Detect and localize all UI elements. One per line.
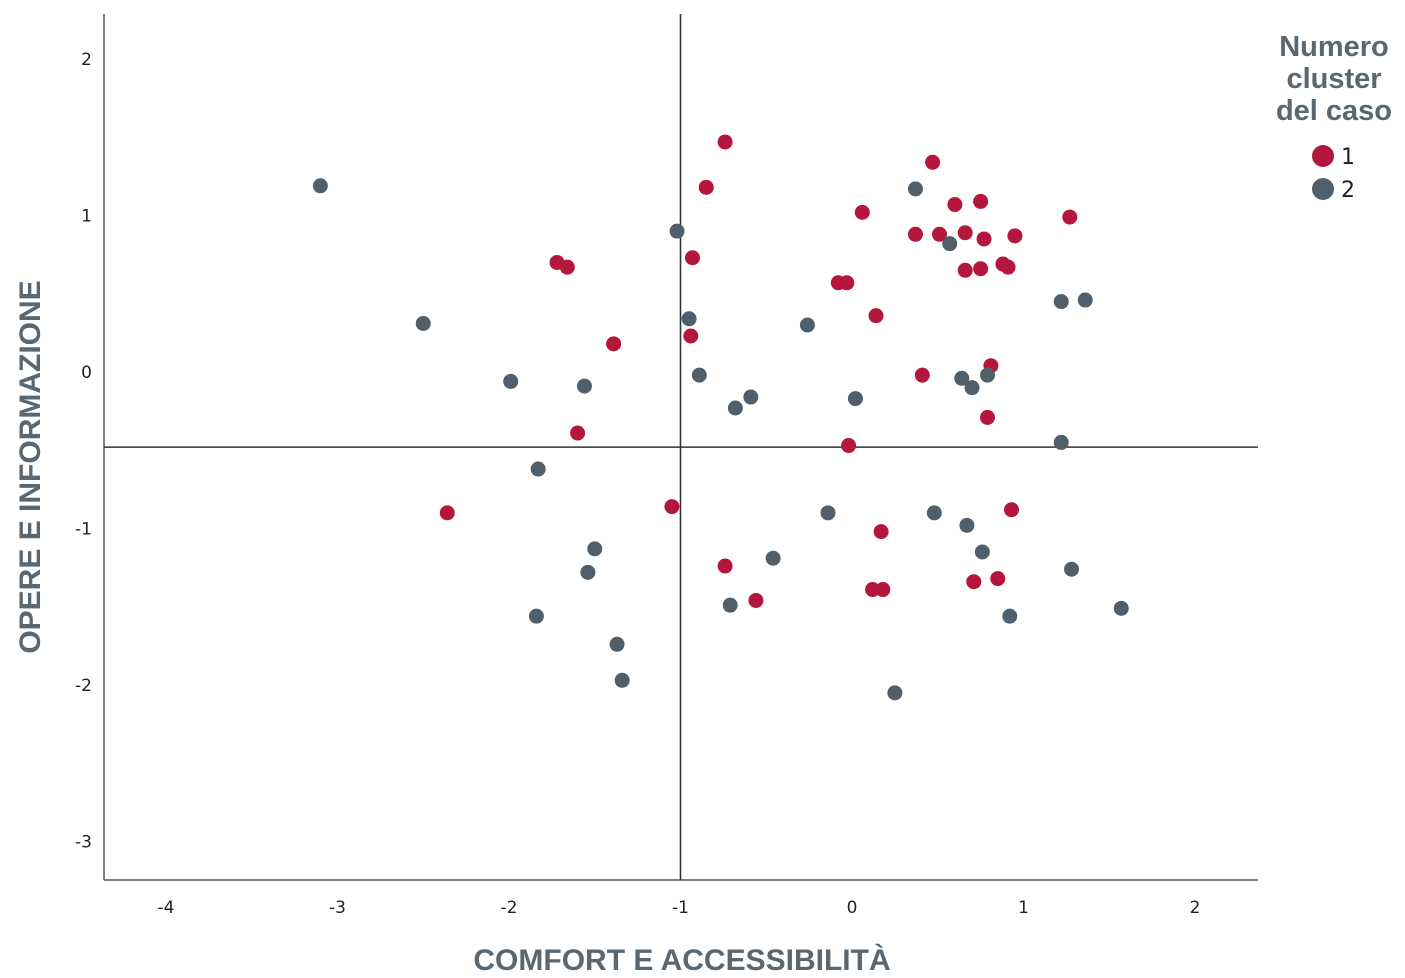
data-point-cluster-1 xyxy=(973,261,989,277)
data-point-cluster-2 xyxy=(887,685,903,701)
y-tick-label: -2 xyxy=(75,676,92,696)
y-tick-label: -1 xyxy=(75,520,92,540)
data-point-cluster-2 xyxy=(942,236,958,252)
data-point-cluster-2 xyxy=(609,636,625,652)
data-point-cluster-1 xyxy=(559,259,575,275)
data-point-cluster-1 xyxy=(957,262,973,278)
data-point-cluster-2 xyxy=(964,380,980,396)
legend-swatch-cluster-1 xyxy=(1312,145,1334,167)
data-point-cluster-1 xyxy=(854,204,870,220)
x-axis-title: COMFORT E ACCESSIBILITÀ xyxy=(473,943,890,977)
x-tick-label: 1 xyxy=(1018,898,1029,918)
data-point-cluster-2 xyxy=(530,461,546,477)
data-point-cluster-1 xyxy=(925,154,941,170)
y-tick-label: 2 xyxy=(81,50,92,70)
legend-label-cluster-1: 1 xyxy=(1341,145,1355,170)
data-point-cluster-2 xyxy=(576,378,592,394)
x-tick-label: -3 xyxy=(329,898,346,918)
data-point-cluster-1 xyxy=(841,438,857,454)
data-point-cluster-2 xyxy=(528,608,544,624)
axis-ticks: -4 -3 -2 -1 0 1 2 -3 -2 -1 0 1 2 xyxy=(75,50,1200,918)
data-point-cluster-2 xyxy=(587,541,603,557)
x-tick-label: 2 xyxy=(1190,898,1201,918)
data-point-cluster-1 xyxy=(717,558,733,574)
data-point-cluster-1 xyxy=(570,425,586,441)
data-point-cluster-1 xyxy=(606,336,622,352)
data-point-cluster-1 xyxy=(990,571,1006,587)
data-point-cluster-1 xyxy=(966,574,982,590)
data-point-cluster-2 xyxy=(974,544,990,560)
data-point-cluster-2 xyxy=(1113,600,1129,616)
data-point-cluster-2 xyxy=(691,367,707,383)
data-point-cluster-2 xyxy=(1053,434,1069,450)
data-point-cluster-1 xyxy=(748,592,764,608)
data-point-cluster-2 xyxy=(669,223,685,239)
data-point-cluster-1 xyxy=(685,250,701,266)
data-point-cluster-2 xyxy=(580,564,596,580)
data-point-cluster-1 xyxy=(957,225,973,241)
data-point-cluster-2 xyxy=(415,315,431,331)
y-axis-title: OPERE E INFORMAZIONE xyxy=(14,280,47,653)
data-point-cluster-2 xyxy=(743,389,759,405)
data-point-cluster-2 xyxy=(959,517,975,533)
data-point-cluster-2 xyxy=(722,597,738,613)
y-tick-label: -3 xyxy=(75,833,92,853)
legend: Numero cluster del caso 1 2 xyxy=(1276,31,1392,203)
data-point-cluster-2 xyxy=(926,505,942,521)
data-point-cluster-1 xyxy=(683,328,699,344)
data-point-cluster-1 xyxy=(947,197,963,213)
data-point-cluster-2 xyxy=(954,370,970,386)
data-point-cluster-2 xyxy=(614,672,630,688)
data-point-cluster-1 xyxy=(1007,228,1023,244)
legend-swatch-cluster-2 xyxy=(1312,178,1334,200)
data-point-cluster-2 xyxy=(907,181,923,197)
data-point-cluster-1 xyxy=(875,582,891,598)
data-point-cluster-2 xyxy=(1064,561,1080,577)
data-point-cluster-2 xyxy=(979,367,995,383)
data-point-cluster-2 xyxy=(312,178,328,194)
legend-label-cluster-2: 2 xyxy=(1341,178,1355,203)
x-tick-label: 0 xyxy=(847,898,858,918)
y-tick-label: 1 xyxy=(81,207,92,227)
data-point-cluster-2 xyxy=(847,391,863,407)
data-point-cluster-2 xyxy=(1077,292,1093,308)
data-point-cluster-1 xyxy=(439,505,455,521)
data-point-cluster-1 xyxy=(865,582,881,598)
data-point-cluster-1 xyxy=(717,134,733,150)
data-point-cluster-2 xyxy=(727,400,743,416)
data-point-cluster-2 xyxy=(765,550,781,566)
data-point-cluster-2 xyxy=(820,505,836,521)
data-point-cluster-2 xyxy=(799,317,815,333)
x-tick-label: -1 xyxy=(672,898,689,918)
data-point-cluster-1 xyxy=(664,499,680,515)
data-point-cluster-1 xyxy=(873,524,889,540)
data-point-cluster-1 xyxy=(976,231,992,247)
y-tick-label: 0 xyxy=(81,363,92,383)
data-point-cluster-2 xyxy=(681,311,697,327)
legend-title-line-2: cluster xyxy=(1286,63,1381,95)
x-tick-label: -4 xyxy=(158,898,175,918)
x-tick-label: -2 xyxy=(501,898,518,918)
data-point-cluster-1 xyxy=(914,367,930,383)
data-point-cluster-1 xyxy=(979,409,995,425)
data-points xyxy=(312,134,1129,701)
data-point-cluster-1 xyxy=(907,226,923,242)
data-point-cluster-2 xyxy=(503,373,519,389)
data-point-cluster-1 xyxy=(698,179,714,195)
data-point-cluster-2 xyxy=(1002,608,1018,624)
legend-title-line-1: Numero xyxy=(1279,31,1389,63)
data-point-cluster-1 xyxy=(1062,209,1078,225)
data-point-cluster-1 xyxy=(931,226,947,242)
data-point-cluster-2 xyxy=(1053,294,1069,310)
data-point-cluster-1 xyxy=(1000,259,1016,275)
data-point-cluster-1 xyxy=(839,275,855,291)
data-point-cluster-1 xyxy=(973,193,989,209)
legend-title-line-3: del caso xyxy=(1276,95,1392,127)
data-point-cluster-1 xyxy=(1003,502,1019,518)
data-point-cluster-1 xyxy=(868,308,884,324)
